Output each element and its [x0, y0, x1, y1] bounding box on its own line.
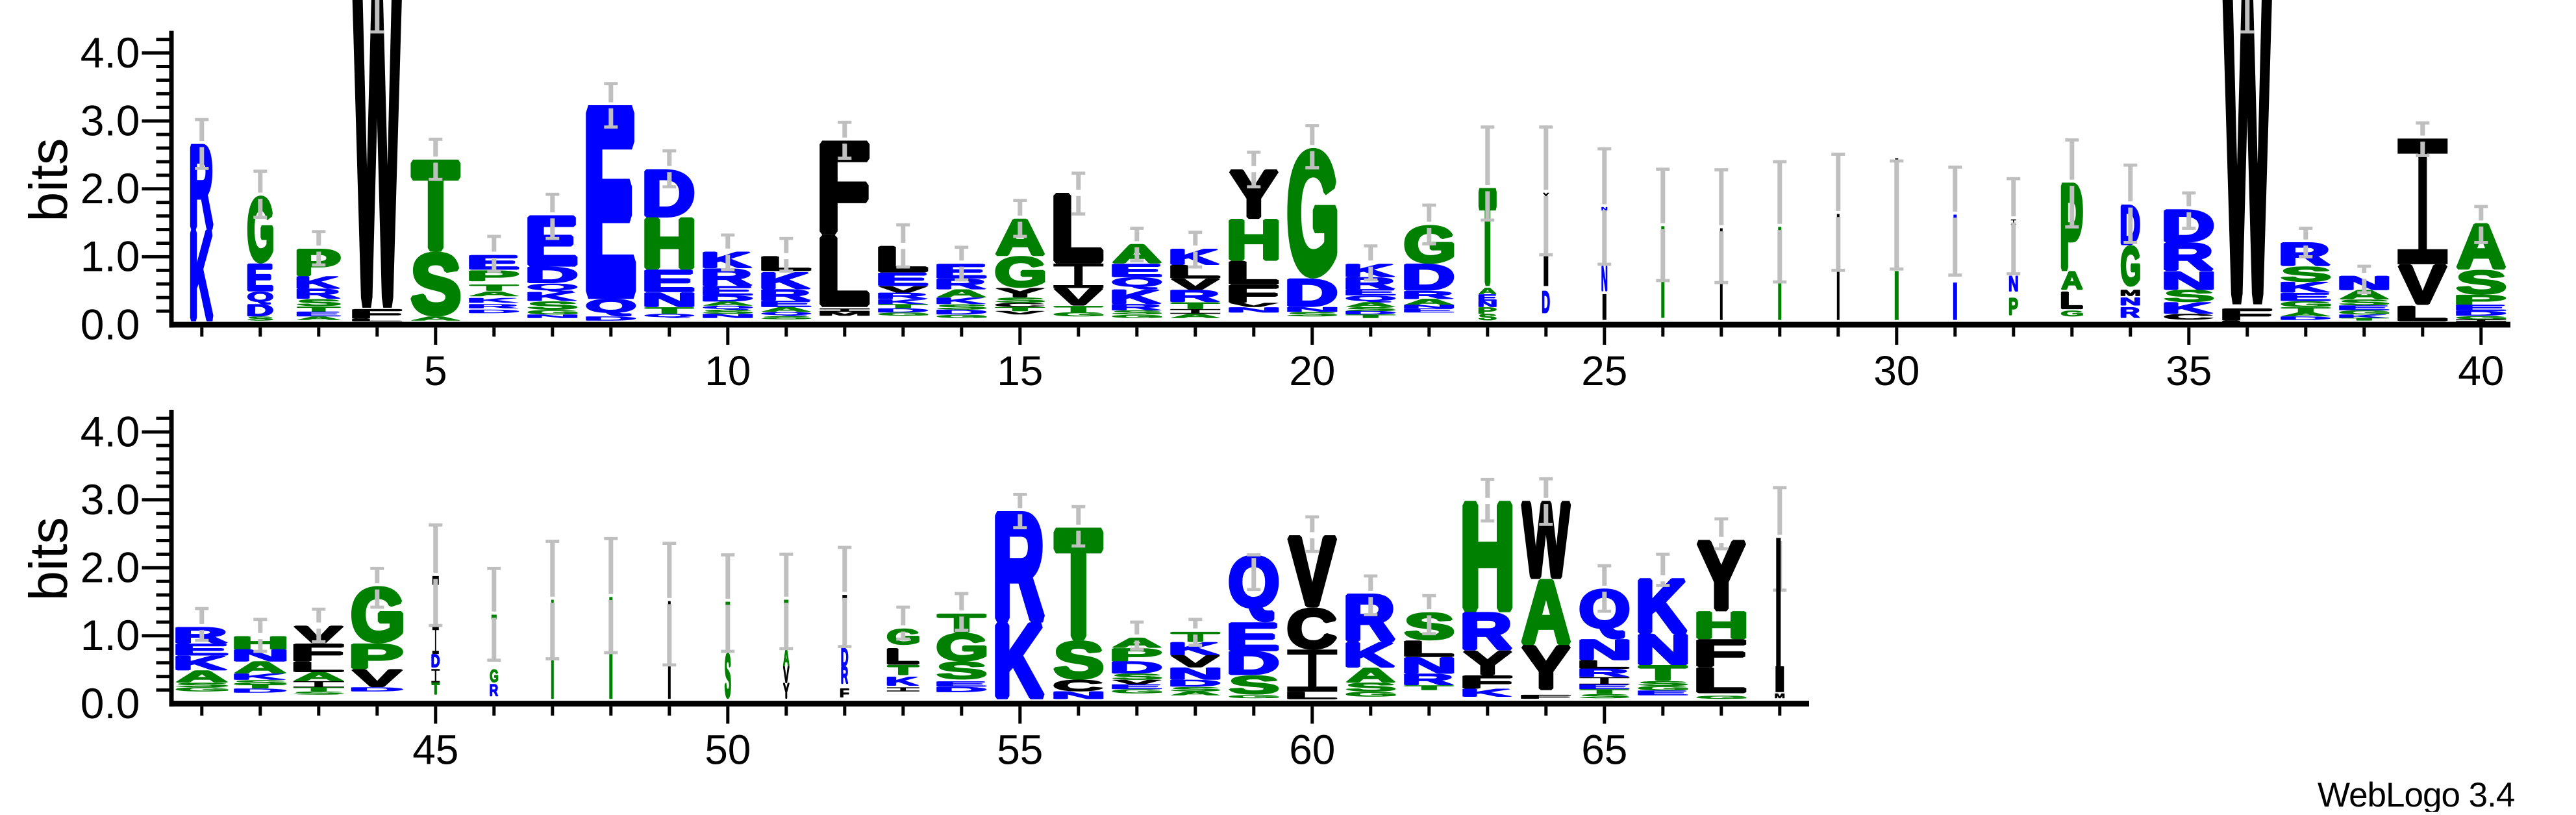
svg-text:K: K — [1460, 686, 1511, 699]
svg-text:N: N — [1226, 306, 1282, 314]
svg-text:S: S — [294, 690, 345, 696]
svg-text:Y: Y — [783, 680, 790, 703]
svg-text:2.0: 2.0 — [81, 544, 140, 592]
svg-text:L: L — [2219, 320, 2272, 323]
svg-text:F: F — [840, 686, 849, 700]
svg-text:K: K — [885, 674, 918, 688]
svg-text:E: E — [1635, 690, 1689, 697]
svg-text:R: R — [466, 303, 518, 309]
svg-text:1.0: 1.0 — [81, 611, 140, 659]
svg-text:L: L — [349, 318, 402, 322]
svg-text:30: 30 — [1873, 347, 1919, 394]
svg-text:G: G — [1111, 688, 1164, 694]
svg-text:D: D — [431, 651, 440, 671]
svg-text:60: 60 — [1289, 727, 1335, 773]
svg-text:G: G — [2120, 236, 2141, 296]
svg-text:G: G — [175, 686, 231, 692]
svg-text:50: 50 — [705, 727, 751, 773]
svg-text:S: S — [247, 316, 274, 321]
svg-text:V: V — [997, 310, 1044, 316]
svg-text:A: A — [1171, 313, 1220, 319]
svg-text:0.0: 0.0 — [81, 300, 140, 348]
svg-text:K: K — [189, 208, 213, 344]
svg-text:T: T — [432, 679, 440, 698]
svg-text:G: G — [2060, 309, 2084, 318]
svg-text:D: D — [2278, 316, 2332, 321]
svg-text:35: 35 — [2166, 347, 2212, 394]
svg-text:10: 10 — [705, 347, 751, 394]
svg-text:W: W — [353, 0, 401, 389]
svg-text:K: K — [992, 603, 1044, 718]
svg-text:L: L — [1693, 660, 1746, 699]
svg-text:D: D — [466, 309, 520, 314]
svg-text:D: D — [583, 316, 637, 321]
svg-text:Q: Q — [644, 313, 695, 318]
svg-text:A: A — [411, 316, 460, 321]
svg-text:N: N — [1601, 260, 1608, 299]
svg-text:20: 20 — [1289, 347, 1335, 394]
svg-text:4.0: 4.0 — [81, 407, 140, 455]
svg-text:55: 55 — [997, 727, 1043, 773]
svg-text:N: N — [1051, 690, 1107, 701]
svg-text:0.0: 0.0 — [81, 679, 140, 727]
svg-text:W: W — [2223, 0, 2271, 385]
svg-text:S: S — [1287, 310, 1338, 318]
svg-text:3.0: 3.0 — [81, 475, 140, 523]
svg-text:T: T — [1347, 314, 1394, 319]
svg-text:M: M — [817, 311, 872, 317]
svg-text:M: M — [1775, 693, 1785, 700]
svg-text:S: S — [761, 315, 812, 320]
svg-text:A: A — [297, 316, 340, 321]
svg-text:4.0: 4.0 — [81, 29, 140, 77]
svg-text:1.0: 1.0 — [81, 232, 140, 281]
svg-text:40: 40 — [2458, 347, 2504, 394]
svg-text:Q: Q — [1345, 294, 1396, 302]
svg-text:S: S — [725, 643, 731, 710]
svg-text:Y: Y — [1522, 634, 1570, 701]
svg-text:D: D — [348, 686, 404, 693]
svg-text:G: G — [1345, 690, 1397, 698]
svg-text:A: A — [469, 290, 519, 297]
svg-text:G: G — [1695, 695, 1748, 700]
svg-text:K: K — [466, 297, 518, 305]
svg-text:C: C — [2163, 312, 2214, 321]
svg-text:D: D — [231, 688, 288, 694]
svg-text:T: T — [2341, 317, 2388, 321]
svg-text:S: S — [1579, 693, 1630, 699]
svg-text:G: G — [1053, 312, 1105, 318]
svg-text:R: R — [841, 662, 848, 688]
svg-text:R: R — [2120, 305, 2140, 321]
svg-text:bits: bits — [18, 138, 79, 222]
svg-text:R: R — [490, 681, 499, 699]
svg-text:P: P — [2008, 294, 2018, 320]
svg-text:bits: bits — [18, 517, 79, 601]
svg-text:N: N — [700, 313, 756, 319]
svg-text:G: G — [1228, 694, 1281, 699]
svg-text:65: 65 — [1581, 727, 1627, 773]
svg-text:5: 5 — [424, 347, 447, 394]
svg-text:D: D — [934, 685, 988, 694]
svg-text:E: E — [1401, 307, 1455, 313]
svg-text:G: G — [877, 312, 930, 317]
svg-text:F: F — [1518, 694, 1571, 699]
svg-text:G: G — [936, 314, 988, 319]
svg-text:WebLogo 3.4: WebLogo 3.4 — [2318, 776, 2514, 812]
svg-text:Q: Q — [585, 295, 636, 316]
svg-text:D: D — [1542, 286, 1550, 319]
svg-text:45: 45 — [412, 727, 458, 773]
svg-text:2.0: 2.0 — [81, 164, 140, 212]
svg-text:15: 15 — [997, 347, 1043, 394]
svg-text:L: L — [2394, 302, 2447, 325]
svg-text:S: S — [1479, 312, 1497, 323]
svg-text:3.0: 3.0 — [81, 97, 140, 145]
svg-text:A: A — [1171, 690, 1220, 696]
svg-text:25: 25 — [1581, 347, 1627, 394]
svg-text:N: N — [525, 314, 581, 319]
svg-text:G: G — [1111, 314, 1164, 319]
svg-text:T: T — [1406, 684, 1453, 691]
svg-text:L: L — [1284, 690, 1337, 701]
